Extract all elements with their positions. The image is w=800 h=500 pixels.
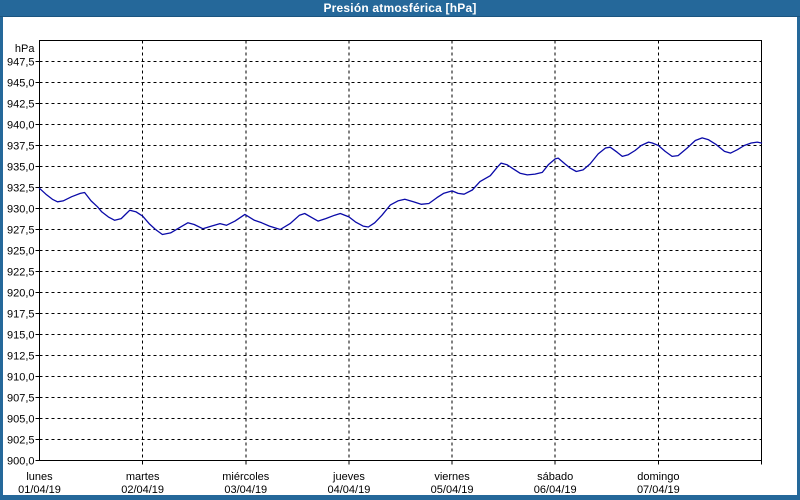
window-title: Presión atmosférica [hPa]	[323, 1, 477, 15]
y-tick-label: 930,0	[7, 204, 35, 216]
x-day-name: sábado	[537, 471, 573, 483]
chart-area	[3, 17, 797, 495]
pressure-line	[38, 137, 763, 236]
y-tick-label: 942,5	[7, 99, 35, 111]
title-bar: Presión atmosférica [hPa]	[0, 0, 800, 17]
x-day-date: 01/04/19	[18, 484, 61, 496]
y-tick-label: 910,0	[7, 372, 35, 384]
x-day-date: 03/04/19	[224, 484, 267, 496]
y-tick-label: 932,5	[7, 183, 35, 195]
axis-ticks	[35, 61, 762, 465]
y-tick-label: 907,5	[7, 393, 35, 405]
gridlines	[39, 40, 762, 461]
y-tick-label: 917,5	[7, 309, 35, 321]
y-tick-label: 925,0	[7, 246, 35, 258]
y-tick-label: 915,0	[7, 330, 35, 342]
y-tick-label: 905,0	[7, 414, 35, 426]
x-day-date: 07/04/19	[637, 484, 680, 496]
y-tick-label: 922,5	[7, 267, 35, 279]
x-day-date: 05/04/19	[431, 484, 474, 496]
y-tick-label: 945,0	[7, 78, 35, 90]
y-tick-label: 920,0	[7, 288, 35, 300]
y-tick-label: 940,0	[7, 120, 35, 132]
y-tick-label: 912,5	[7, 351, 35, 363]
y-tick-label: 902,5	[7, 435, 35, 447]
x-day-name: lunes	[26, 471, 53, 483]
x-day-name: martes	[126, 471, 160, 483]
y-tick-label: 927,5	[7, 225, 35, 237]
y-tick-label: 935,0	[7, 162, 35, 174]
x-day-name: viernes	[434, 471, 470, 483]
y-tick-label: 937,5	[7, 141, 35, 153]
y-axis-unit-label: hPa	[15, 43, 35, 55]
y-tick-label: 900,0	[7, 456, 35, 468]
x-day-date: 06/04/19	[534, 484, 577, 496]
y-tick-label: 947,5	[7, 57, 35, 69]
x-day-date: 04/04/19	[328, 484, 371, 496]
x-day-name: domingo	[637, 471, 679, 483]
y-axis-labels: hPa 947,5 945,0 942,5 940,0 937,5 935,0 932,5 93…	[7, 43, 35, 468]
x-day-date: 02/04/19	[121, 484, 164, 496]
x-day-name: miércoles	[222, 471, 270, 483]
x-day-name: jueves	[332, 471, 365, 483]
